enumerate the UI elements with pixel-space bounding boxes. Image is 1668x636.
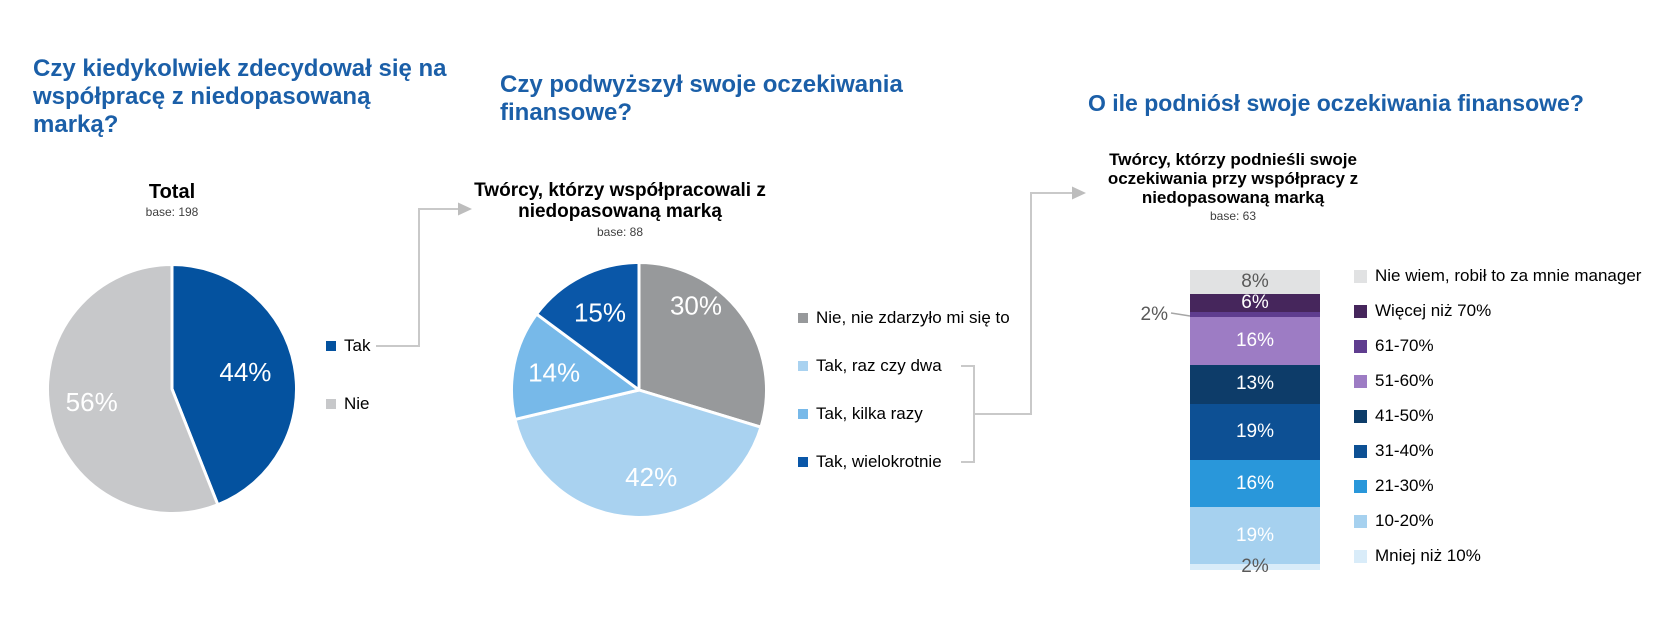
bar-segment-2: 6% <box>1190 291 1320 313</box>
bar-segment-9: 2% <box>1190 556 1320 577</box>
bar-segment-label: 13% <box>1235 373 1275 395</box>
pie-slice-label: 15% <box>574 298 626 328</box>
legend-swatch-icon <box>798 361 808 371</box>
legend-swatch-icon <box>1354 304 1367 318</box>
pie-slice-label: 44% <box>219 357 271 387</box>
legend-swatch-icon <box>798 313 808 323</box>
chart3-subtitle: Twórcy, którzy podnieśli swoje oczekiwan… <box>1107 150 1359 208</box>
chart2-base-label: base: 88 <box>596 224 644 239</box>
legend-label: Tak <box>344 336 371 355</box>
bar-segment-6: 19% <box>1190 403 1320 460</box>
callout-2pct-line <box>1170 312 1191 317</box>
pie-slice-1 <box>170 263 298 507</box>
bar-segment-label: 2% <box>1241 555 1269 577</box>
chart1-subtitle-block: Total base: 198 <box>62 181 282 219</box>
legend-swatch-icon <box>798 409 808 419</box>
legend-label: Mniej niż 10% <box>1375 546 1481 565</box>
legend-item-2: Tak, raz czy dwa <box>798 356 1010 376</box>
chart1-legend: Tak Nie <box>326 336 370 414</box>
pie-slice-label: 14% <box>528 358 580 388</box>
legend-item-3: 61-70% <box>1354 336 1641 356</box>
chart3-base-label: base: 63 <box>1209 209 1257 224</box>
chart3-legend: Nie wiem, robił to za mnie manager Więcej… <box>1354 266 1641 566</box>
legend-swatch-icon <box>798 457 808 467</box>
legend-label: Tak, kilka razy <box>816 404 923 423</box>
pie-slice-4 <box>535 261 641 392</box>
pie-svg: 44% 56% <box>46 263 298 515</box>
connector-1-line <box>376 208 458 347</box>
legend-item-9: Mniej niż 10% <box>1354 546 1641 566</box>
legend-item-1: Nie wiem, robił to za mnie manager <box>1354 266 1641 286</box>
chart3-stacked-bar: 8% 6% 16% 13% 19% 16% 19% 2% <box>1190 270 1320 577</box>
chart2-pie: 30% 42% 14% 15% <box>510 261 768 524</box>
pie-svg: 30% 42% 14% 15% <box>510 261 768 519</box>
legend-label: 31-40% <box>1375 441 1434 460</box>
pie-slice-3 <box>510 312 641 421</box>
legend-item-4: Tak, wielokrotnie <box>798 452 1010 472</box>
legend-item-8: 10-20% <box>1354 511 1641 531</box>
legend-label: Nie, nie zdarzyło mi się to <box>816 308 1010 327</box>
bar-segment-7: 16% <box>1190 459 1320 508</box>
chart3-title: O ile podniósł swoje oczekiwania finanso… <box>1088 90 1584 116</box>
bar-segment-5: 13% <box>1190 364 1320 404</box>
legend-label: Nie wiem, robił to za mnie manager <box>1375 266 1642 285</box>
pie-slice-1 <box>637 261 768 429</box>
legend-label: 21-30% <box>1375 476 1434 495</box>
bar-segment-label: 19% <box>1235 524 1275 546</box>
legend-item-1: Tak <box>326 336 370 356</box>
legend-swatch-icon <box>1354 339 1367 353</box>
chart2-subtitle-block: Twórcy, którzy współpracowali z niedopas… <box>465 180 775 239</box>
legend-item-2: Nie <box>326 394 370 414</box>
bar-segment-label: 16% <box>1235 472 1275 494</box>
legend-swatch-icon <box>1354 374 1367 388</box>
legend-swatch-icon <box>1354 269 1367 283</box>
legend-swatch-icon <box>1354 409 1367 423</box>
legend-label: Tak, wielokrotnie <box>816 452 942 471</box>
bar-segment-1: 8% <box>1190 270 1320 294</box>
legend-item-5: 41-50% <box>1354 406 1641 426</box>
legend-label: 51-60% <box>1375 371 1434 390</box>
legend-label: Więcej niż 70% <box>1375 301 1492 320</box>
bar-segment-label: 6% <box>1241 291 1269 313</box>
legend-label: Tak, raz czy dwa <box>816 356 942 375</box>
legend-item-1: Nie, nie zdarzyło mi się to <box>798 308 1010 328</box>
bar-segment-label: 16% <box>1235 330 1275 352</box>
pie-slice-2 <box>513 388 763 519</box>
bar-segment-label: 8% <box>1241 270 1269 292</box>
legend-item-6: 31-40% <box>1354 441 1641 461</box>
chart3-subtitle-block: Twórcy, którzy podnieśli swoje oczekiwan… <box>1083 150 1383 223</box>
legend-label: 61-70% <box>1375 336 1434 355</box>
chart2-legend: Nie, nie zdarzyło mi się to Tak, raz czy … <box>798 308 1010 472</box>
legend-swatch-icon <box>326 341 336 351</box>
legend-item-3: Tak, kilka razy <box>798 404 1010 424</box>
legend-label: Nie <box>344 394 370 413</box>
chart1-title: Czy kiedykolwiek zdecydował się na współ… <box>33 55 447 139</box>
legend-swatch-icon <box>326 399 336 409</box>
chart2-title: Czy podwyższył swoje oczekiwania finanso… <box>500 71 903 127</box>
chart1-pie: 44% 56% <box>46 263 298 520</box>
legend-swatch-icon <box>1354 444 1367 458</box>
legend-swatch-icon <box>1354 479 1367 493</box>
chart1-base-label: base: 198 <box>145 205 199 220</box>
legend-label: 10-20% <box>1375 511 1434 530</box>
pie-slice-2 <box>46 263 220 515</box>
legend-item-2: Więcej niż 70% <box>1354 301 1641 321</box>
legend-swatch-icon <box>1354 514 1367 528</box>
legend-item-4: 51-60% <box>1354 371 1641 391</box>
chart3-callout-2pct: 2% <box>1140 304 1168 325</box>
pie-slice-label: 30% <box>670 290 722 320</box>
bar-segment-8: 19% <box>1190 507 1320 564</box>
bar-segment-4: 16% <box>1190 317 1320 365</box>
legend-item-7: 21-30% <box>1354 476 1641 496</box>
chart2-subtitle: Twórcy, którzy współpracowali z niedopas… <box>474 180 766 223</box>
pie-slice-label: 56% <box>66 387 118 417</box>
legend-label: 41-50% <box>1375 406 1434 425</box>
legend-swatch-icon <box>1354 549 1367 563</box>
bar-segment-label: 19% <box>1235 420 1275 442</box>
bar-segment-3 <box>1190 311 1320 318</box>
pie-slice-label: 42% <box>625 462 677 492</box>
chart1-subtitle: Total <box>148 181 196 203</box>
